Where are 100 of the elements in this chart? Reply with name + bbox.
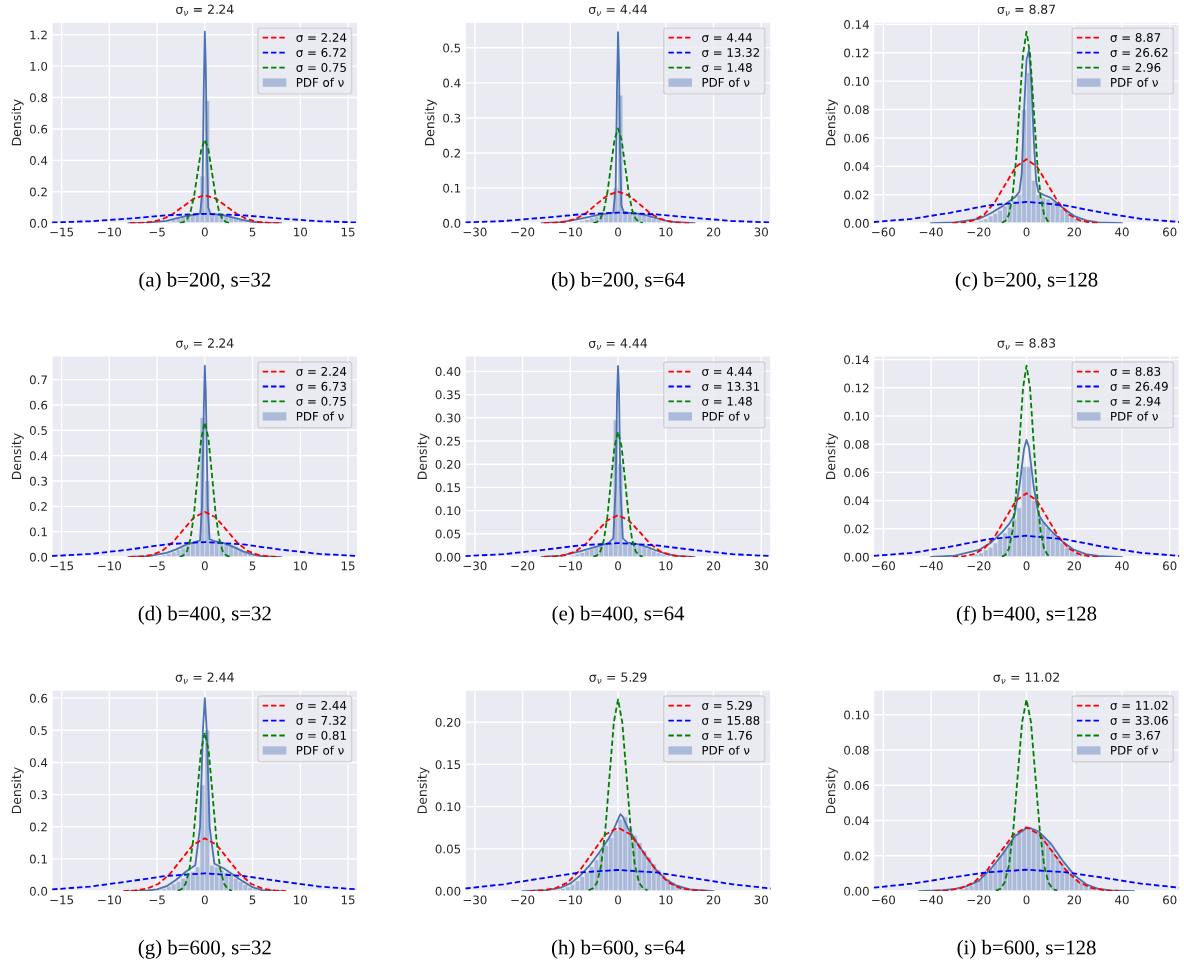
x-tick-label: 30 [754,561,768,571]
chart-title: σ$_{ν}$ = 2.44 [175,672,234,684]
x-tick-label: 40 [1115,227,1129,237]
y-tick-label: 0.2 [443,148,460,158]
x-tick-label: −5 [149,895,165,905]
y-tick-label: 0.3 [443,113,461,123]
legend-label: σ = 1.76 [702,730,752,740]
x-tick-label: −30 [463,895,487,905]
x-tick-label: −20 [511,227,535,237]
y-tick-label: 0.05 [435,844,461,854]
x-tick-label: 60 [1163,227,1177,237]
legend-label: PDF of ν [702,411,750,421]
y-tick-label: 1.2 [30,30,47,40]
legend-label: σ = 13.32 [702,48,759,57]
legend-label: PDF of ν [1111,745,1158,755]
x-tick-label: 15 [341,561,355,571]
y-tick-label: 0.00 [844,552,869,562]
legend-label: σ = 2.24 [296,366,347,376]
x-tick-label: −40 [919,227,943,237]
legend-label: PDF of ν [1111,411,1158,421]
x-tick-label: 10 [659,227,673,237]
y-tick-label: 0.4 [443,78,461,88]
y-tick-label: 0.04 [844,162,869,171]
chart-title: σ$_{ν}$ = 2.24 [176,4,234,16]
y-tick-label: 0.08 [844,105,869,115]
legend-label: σ = 3.67 [1110,730,1161,740]
x-tick-label: −10 [559,227,582,237]
x-tick-label: −20 [967,895,991,905]
x-tick-label: −60 [872,895,896,905]
x-tick-label: −20 [511,561,535,571]
text: (b) b=200, s=64 [551,271,685,291]
x-tick-label: −10 [98,895,122,905]
x-tick-label: 0 [1023,895,1030,905]
y-tick-label: 0.10 [844,76,869,86]
y-tick-label: 1.0 [30,61,48,71]
y-tick-label: 0.05 [435,529,461,539]
legend-label: σ = 7.32 [296,715,346,725]
x-tick-label: 5 [249,561,256,571]
x-tick-label: 10 [294,561,308,571]
x-tick-label: 0 [1023,561,1030,571]
y-tick-label: 0.00 [844,218,869,228]
y-tick-label: 0.00 [435,552,461,562]
x-tick-label: 15 [341,895,355,905]
x-tick-label: 20 [1067,895,1081,905]
x-tick-label: 10 [659,561,673,571]
y-tick-label: 0.4 [29,758,48,768]
y-tick-label: 0.10 [844,411,869,421]
legend-label: σ = 15.88 [702,715,760,725]
y-tick-label: 0.40 [435,367,461,377]
x-tick-label: 30 [754,227,768,237]
y-tick-label: 0.5 [29,726,47,735]
x-tick-label: −20 [967,227,991,237]
legend-label: σ = 1.48 [702,396,752,406]
chart-title: σ$_{ν}$ = 8.87 [997,4,1056,16]
y-axis-title: Density [825,99,838,146]
y-tick-label: 0.5 [29,426,47,435]
legend-label: σ = 0.81 [296,730,346,740]
text: (a) b=200, s=32 [139,271,271,291]
x-tick-label: 30 [754,895,768,905]
y-tick-label: 0.10 [435,506,461,516]
chart-title: σ$_{ν}$ = 2.24 [176,338,234,350]
y-tick-label: 0.6 [29,693,48,703]
y-tick-label: 0.10 [844,710,869,720]
y-tick-label: 0.08 [844,439,869,449]
x-tick-label: −15 [50,895,74,905]
y-tick-label: 0.0 [29,552,48,562]
y-axis-title: Density [11,99,24,146]
legend-label: PDF of ν [296,411,344,421]
text: (h) b=600, s=64 [551,939,685,959]
legend-label: σ = 6.73 [296,381,346,391]
x-tick-label: −10 [98,561,122,571]
y-tick-label: 0.4 [29,156,48,166]
legend-label: σ = 26.49 [1110,381,1168,391]
x-tick-label: 40 [1115,895,1129,905]
legend-label: σ = 33.06 [1110,715,1168,725]
legend-label: σ = 6.72 [296,48,346,57]
chart-title: σ$_{ν}$ = 11.02 [993,672,1059,684]
x-tick-label: 5 [249,895,256,905]
chart-title: σ$_{ν}$ = 4.44 [588,4,648,16]
y-tick-label: 0.12 [844,48,869,58]
chart-title: σ$_{ν}$ = 4.44 [588,338,648,350]
legend-label: σ = 0.75 [296,62,346,72]
text: (i) b=600, s=128 [957,939,1096,959]
legend-label: σ = 2.44 [296,700,347,710]
legend-label: PDF of ν [702,745,750,755]
y-tick-label: 0.02 [844,524,869,534]
y-tick-label: 0.0 [29,218,48,228]
x-tick-label: −5 [149,227,165,237]
x-tick-label: −60 [872,227,896,237]
x-tick-label: 5 [249,227,256,237]
y-tick-label: 0.35 [435,390,461,400]
legend-label: PDF of ν [702,77,750,87]
x-tick-label: 10 [294,895,308,905]
y-tick-label: 0.14 [844,20,869,29]
y-tick-label: 0.5 [443,43,461,53]
x-tick-label: 0 [201,227,208,237]
y-tick-label: 0.02 [844,851,869,861]
y-tick-label: 0.7 [29,375,47,385]
y-tick-label: 0.06 [844,468,869,478]
legend-label: σ = 11.02 [1110,700,1168,710]
